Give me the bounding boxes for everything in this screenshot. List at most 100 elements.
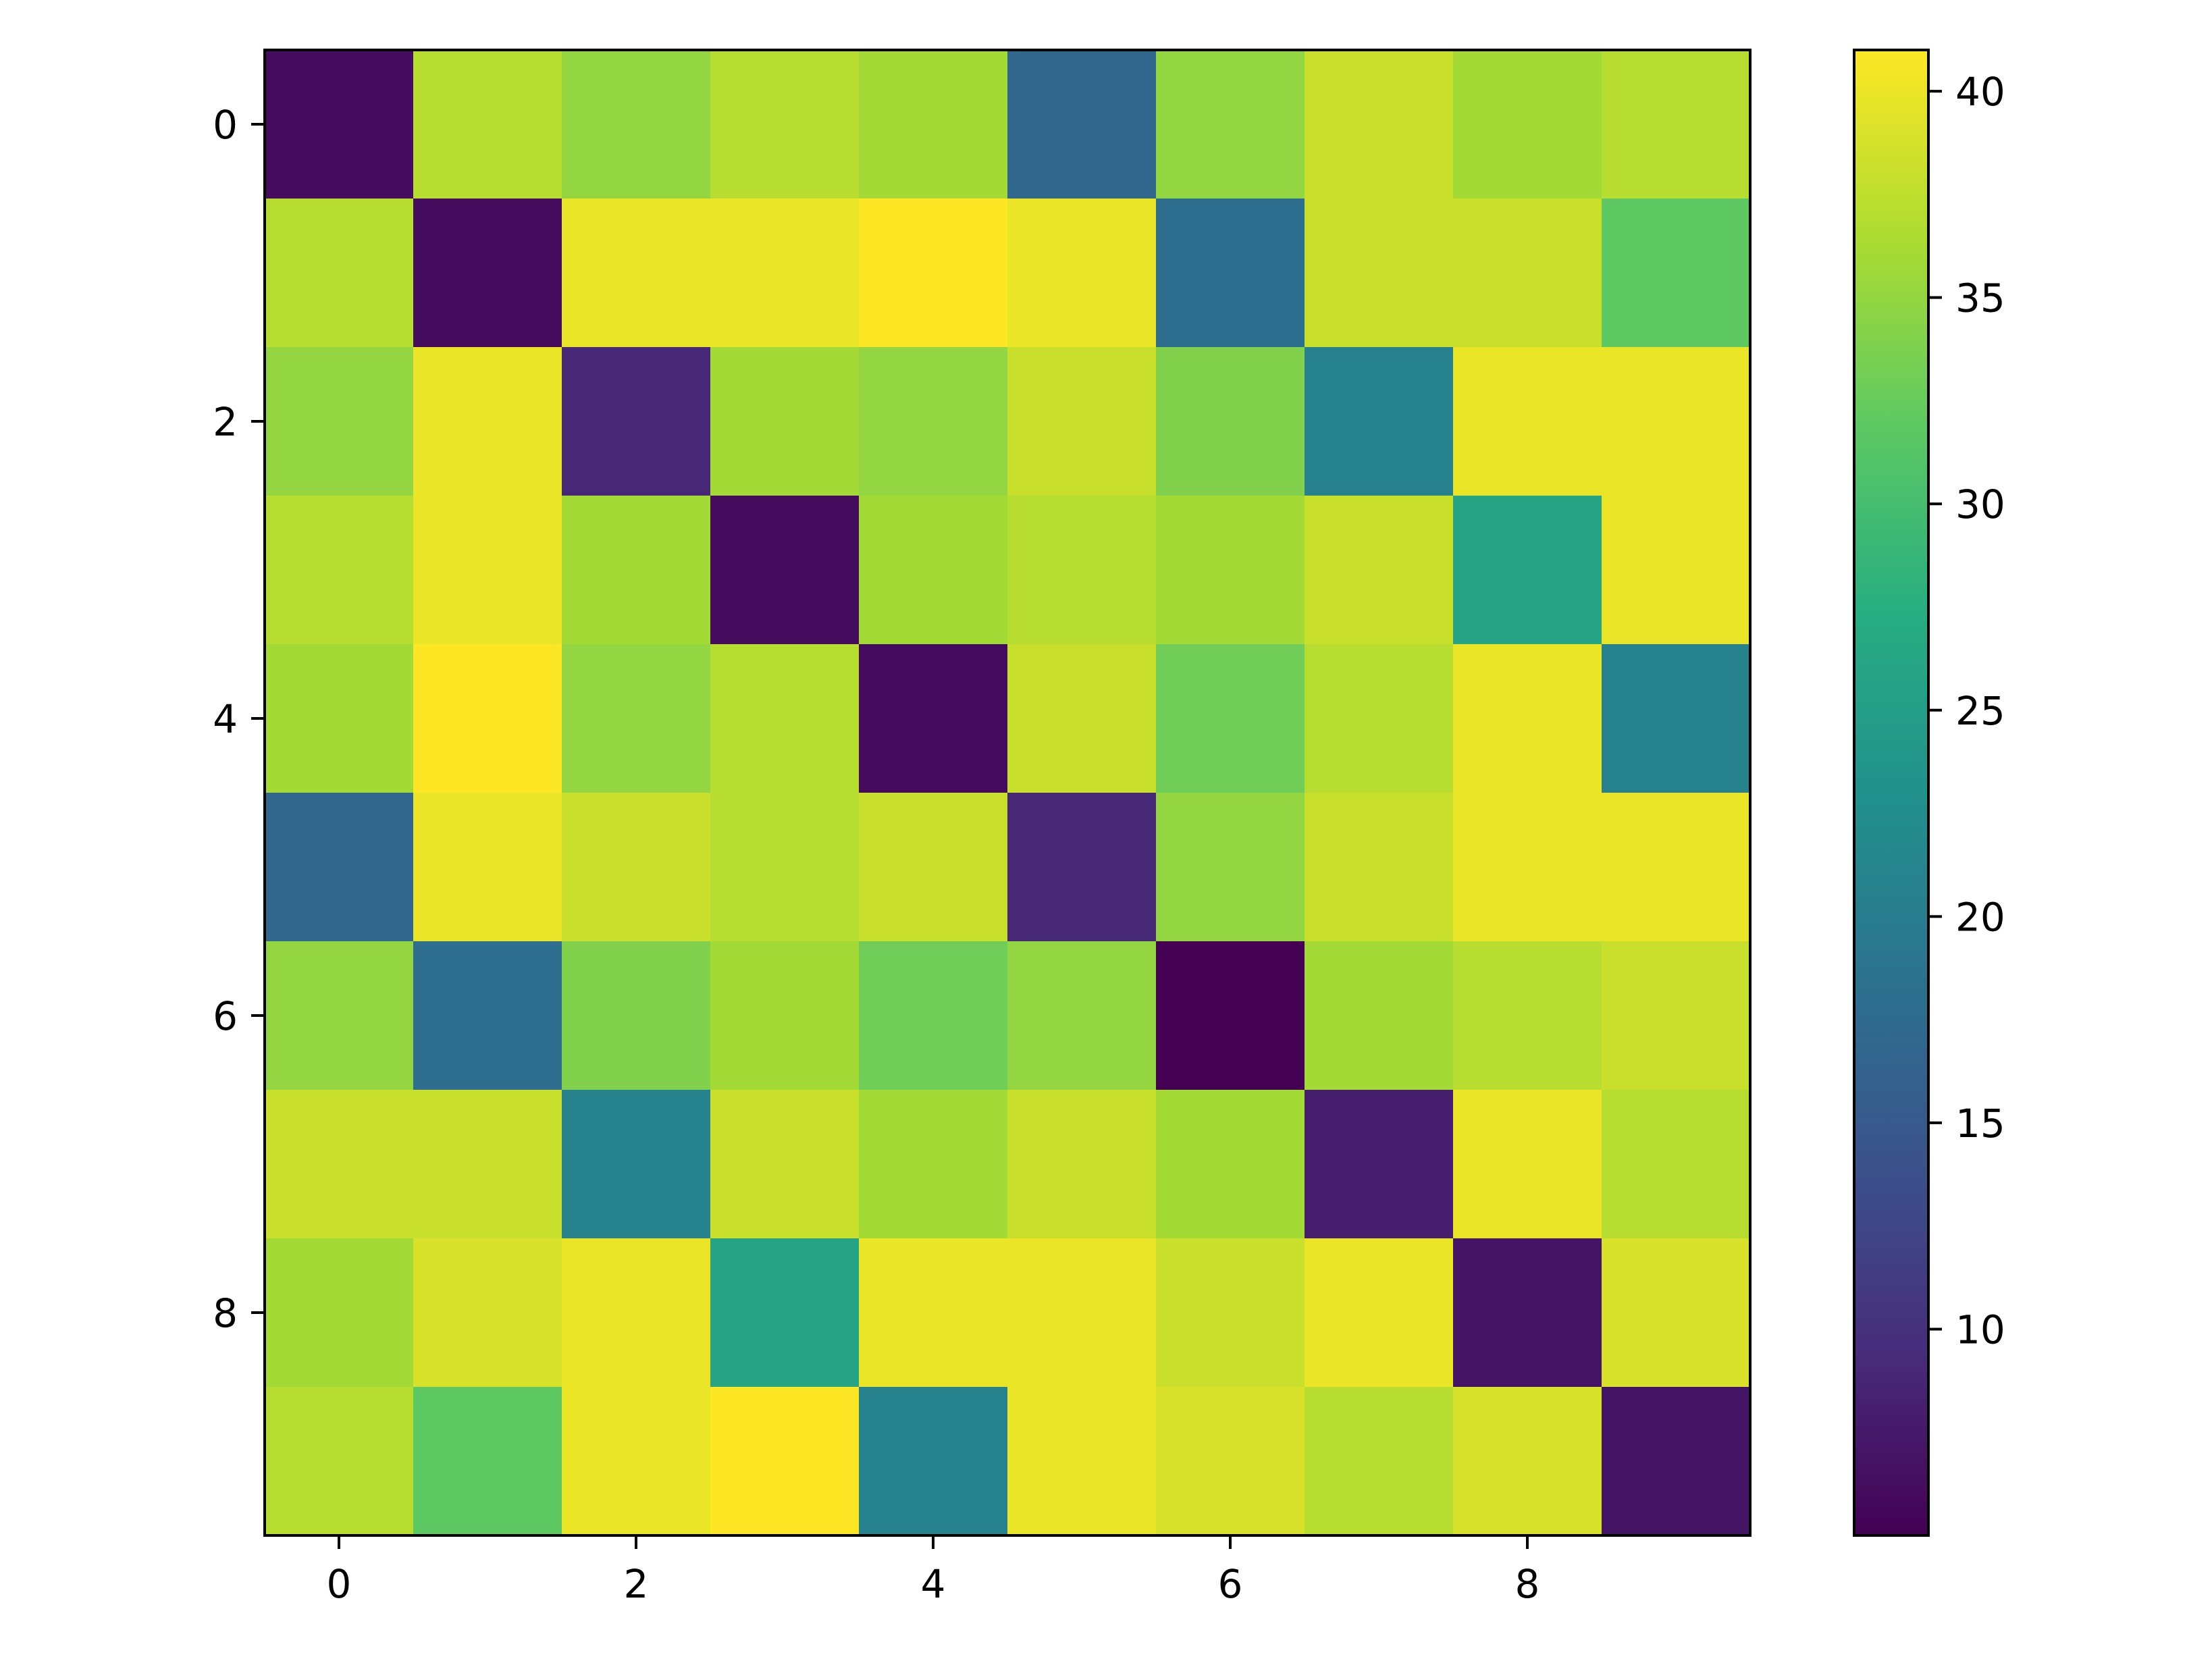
- colorbar-tick-label: 20: [1955, 894, 2005, 940]
- heatmap-cell: [859, 1238, 1008, 1388]
- heatmap-cell: [413, 1387, 562, 1536]
- heatmap-cell: [1305, 644, 1454, 793]
- heatmap-cell: [413, 793, 562, 942]
- heatmap-cell: [710, 50, 860, 199]
- heatmap-cell: [413, 1090, 562, 1239]
- heatmap-cell: [265, 793, 414, 942]
- heatmap-cell: [562, 941, 711, 1090]
- heatmap-cell: [859, 347, 1008, 496]
- heatmap-cell: [562, 793, 711, 942]
- heatmap-cell: [1156, 1090, 1305, 1239]
- heatmap-cell: [265, 199, 414, 348]
- heatmap-cell: [859, 199, 1008, 348]
- heatmap-cell: [1007, 1387, 1157, 1536]
- heatmap-cell: [562, 199, 711, 348]
- heatmap-cell: [1007, 347, 1157, 496]
- heatmap-cell: [859, 793, 1008, 942]
- heatmap-cell: [1305, 941, 1454, 1090]
- heatmap-cell: [265, 1387, 414, 1536]
- heatmap-cell: [1602, 347, 1751, 496]
- heatmap-cell: [710, 644, 860, 793]
- heatmap-cell: [413, 496, 562, 645]
- heatmap-cell: [1156, 50, 1305, 199]
- heatmap-cell: [265, 1238, 414, 1388]
- heatmap-cell: [413, 199, 562, 348]
- heatmap-cell: [1305, 496, 1454, 645]
- heatmap-cell: [1007, 1238, 1157, 1388]
- colorbar-tick-label: 25: [1955, 688, 2005, 734]
- heatmap-cell: [1453, 199, 1602, 348]
- colorbar-tick-label: 30: [1955, 481, 2005, 527]
- heatmap-cell: [710, 1090, 860, 1239]
- heatmap-cell: [413, 1238, 562, 1388]
- heatmap-cell: [1453, 347, 1602, 496]
- heatmap-cell: [1156, 793, 1305, 942]
- heatmap-cell: [413, 50, 562, 199]
- heatmap-cell: [1156, 496, 1305, 645]
- heatmap-cell: [1453, 793, 1602, 942]
- x-tick-label: 4: [921, 1561, 946, 1607]
- heatmap-cell: [413, 644, 562, 793]
- colorbar-axis: 10 15 20 25 30 35 40: [1928, 69, 2005, 1352]
- heatmap-cell: [1156, 941, 1305, 1090]
- y-tick-label: 0: [213, 102, 238, 148]
- heatmap-cell: [710, 793, 860, 942]
- heatmap-cell: [1453, 644, 1602, 793]
- heatmap-cell: [265, 496, 414, 645]
- heatmap-cell: [1305, 1238, 1454, 1388]
- heatmap-cell: [1007, 793, 1157, 942]
- heatmap-cell: [562, 644, 711, 793]
- heatmap-cell: [265, 50, 414, 199]
- x-tick-label: 8: [1515, 1561, 1540, 1607]
- heatmap-cell: [859, 496, 1008, 645]
- heatmap-cell: [1602, 1387, 1751, 1536]
- heatmap-cell: [1007, 50, 1157, 199]
- heatmap-cell: [1156, 1387, 1305, 1536]
- heatmap-cell: [859, 1090, 1008, 1239]
- heatmap-cell: [562, 496, 711, 645]
- heatmap-cells: [265, 50, 1751, 1536]
- y-tick-label: 2: [213, 399, 238, 445]
- heatmap-cell: [1305, 347, 1454, 496]
- heatmap-cell: [1305, 50, 1454, 199]
- heatmap-cell: [710, 941, 860, 1090]
- colorbar: [1853, 49, 1930, 1537]
- y-tick-label: 4: [213, 696, 238, 742]
- heatmap-cell: [710, 496, 860, 645]
- heatmap-cell: [1602, 1090, 1751, 1239]
- heatmap-cell: [1453, 1387, 1602, 1536]
- heatmap-cell: [1602, 644, 1751, 793]
- y-tick-label: 6: [213, 993, 238, 1039]
- heatmap-cell: [413, 347, 562, 496]
- heatmap-cell: [265, 1090, 414, 1239]
- heatmap-cell: [265, 941, 414, 1090]
- heatmap-cell: [1305, 793, 1454, 942]
- heatmap-cell: [562, 347, 711, 496]
- heatmap-cell: [1156, 347, 1305, 496]
- heatmap-cell: [1602, 793, 1751, 942]
- heatmap-cell: [1305, 1387, 1454, 1536]
- heatmap-cell: [413, 941, 562, 1090]
- heatmap-cell: [562, 1090, 711, 1239]
- heatmap-cell: [1156, 199, 1305, 348]
- x-tick-label: 6: [1218, 1561, 1243, 1607]
- heatmap-cell: [1602, 496, 1751, 645]
- heatmap-cell: [1453, 941, 1602, 1090]
- x-tick-label: 0: [327, 1561, 352, 1607]
- heatmap-cell: [859, 50, 1008, 199]
- heatmap-cell: [1305, 1090, 1454, 1239]
- y-axis: 0 2 4 6 8: [213, 102, 265, 1336]
- heatmap-cell: [859, 941, 1008, 1090]
- heatmap-cell: [1007, 199, 1157, 348]
- y-tick-label: 8: [213, 1290, 238, 1336]
- x-tick-label: 2: [624, 1561, 649, 1607]
- heatmap-cell: [562, 50, 711, 199]
- heatmap-cell: [1453, 1090, 1602, 1239]
- heatmap-cell: [859, 1387, 1008, 1536]
- x-axis: 0 2 4 6 8: [327, 1535, 1540, 1607]
- heatmap-cell: [1007, 496, 1157, 645]
- heatmap-cell: [1453, 496, 1602, 645]
- colorbar-tick-label: 15: [1955, 1101, 2005, 1147]
- heatmap-cell: [562, 1387, 711, 1536]
